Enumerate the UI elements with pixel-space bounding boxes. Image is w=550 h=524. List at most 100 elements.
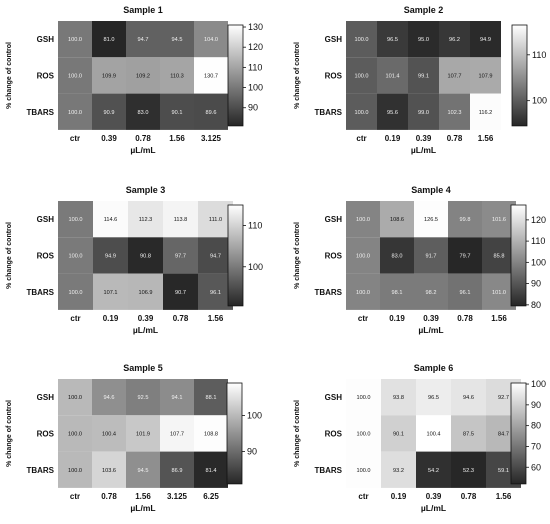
cell-value-label: 100.4 [102, 431, 116, 437]
heatmap-cell [128, 273, 163, 310]
row-label: GSH [325, 35, 343, 44]
heatmap-cell [377, 57, 408, 94]
heatmap-cell [92, 21, 126, 58]
chart-title: Sample 5 [123, 363, 163, 373]
cell-value-label: 104.0 [204, 37, 218, 43]
heatmap-cell [470, 21, 501, 58]
colorbar [510, 204, 527, 307]
column-tick-label: 0.39 [138, 314, 154, 323]
heatmap-cell [128, 201, 163, 238]
cell-value-label: 107.9 [479, 73, 493, 79]
heatmap-cell [408, 93, 439, 130]
row-label: GSH [325, 393, 343, 402]
cell-value-label: 101.9 [136, 431, 150, 437]
colorbar-tick-label: 100 [247, 410, 262, 420]
colorbar [227, 204, 244, 307]
row-label: ROS [325, 71, 343, 80]
heatmap-panel-1: Sample 1 100.0 81.0 94.7 94.5 104.0 100.0 109.9… [6, 5, 263, 155]
cell-value-label: 101.0 [492, 290, 506, 296]
cell-value-label: 96.1 [210, 290, 221, 296]
row-label: GSH [37, 215, 55, 224]
row-label: TBARS [26, 288, 54, 297]
heatmap-panel-5: Sample 5 100.0 94.6 92.5 94.1 88.1 100.0 100.4 1… [6, 363, 262, 513]
cell-value-label: 110.3 [170, 73, 184, 79]
cell-value-label: 83.0 [138, 110, 149, 116]
heatmap-cell [58, 21, 92, 58]
column-tick-label: 1.56 [478, 134, 494, 143]
heatmap-panel-2: Sample 2 100.0 96.5 95.0 96.2 94.9 100.0 101.4 9… [294, 5, 547, 155]
column-tick-label: 1.56 [208, 314, 224, 323]
colorbar-tick-label: 110 [248, 62, 262, 72]
colorbar-tick-label: 60 [531, 462, 541, 472]
column-tick-label: 1.56 [169, 134, 185, 143]
heatmap-cell [448, 237, 482, 274]
heatmap-cell [126, 415, 160, 452]
cell-value-label: 126.5 [424, 217, 438, 223]
heatmap-cell [414, 237, 448, 274]
column-tick-label: ctr [358, 492, 368, 501]
cell-value-label: 111.0 [209, 217, 222, 223]
cell-value-label: 112.3 [139, 217, 153, 223]
heatmap-cell [58, 237, 93, 274]
heatmap-cell [380, 237, 414, 274]
cell-value-label: 100.0 [68, 431, 82, 437]
row-label: ROS [325, 251, 343, 260]
heatmap-cell [346, 201, 380, 238]
cell-value-label: 98.2 [426, 290, 437, 296]
heatmap-cell [128, 237, 163, 274]
heatmap-cell [414, 201, 448, 238]
cell-value-label: 96.5 [428, 395, 439, 401]
row-label: TBARS [26, 108, 54, 117]
cell-value-label: 100.0 [69, 253, 83, 259]
heatmap-cell [451, 379, 486, 416]
cell-value-label: 108.6 [390, 217, 404, 223]
cell-value-label: 113.8 [174, 217, 188, 223]
cell-value-label: 100.0 [355, 37, 369, 43]
cell-value-label: 81.4 [206, 468, 217, 474]
cell-value-label: 100.0 [68, 110, 82, 116]
column-tick-label: 0.19 [391, 492, 407, 501]
heatmap-cell [381, 415, 416, 452]
heatmap-cell [439, 93, 470, 130]
colorbar-tick-label: 70 [531, 441, 541, 451]
colorbar-tick-label: 100 [531, 257, 546, 267]
x-axis-label: µL/mL [130, 503, 155, 513]
cell-value-label: 100.0 [356, 217, 370, 223]
heatmap-cell [160, 57, 194, 94]
heatmap-cell [58, 273, 93, 310]
heatmap-cell [416, 415, 451, 452]
heatmap-cell [126, 93, 160, 130]
colorbar-tick-label: 110 [532, 50, 546, 60]
heatmap-cell [58, 201, 93, 238]
chart-title: Sample 2 [404, 5, 444, 15]
heatmap-cell [160, 21, 194, 58]
cell-value-label: 101.6 [492, 217, 506, 223]
heatmap-cell [160, 379, 194, 416]
heatmap-cell [381, 379, 416, 416]
column-tick-label: 6.25 [203, 492, 219, 501]
cell-value-label: 93.2 [393, 468, 404, 474]
column-tick-label: 0.19 [389, 314, 405, 323]
colorbar [510, 382, 527, 485]
row-label: GSH [37, 393, 55, 402]
cell-value-label: 95.6 [387, 110, 398, 116]
heatmap-cell [439, 57, 470, 94]
cell-value-label: 94.6 [104, 395, 115, 401]
column-tick-label: 3.125 [201, 134, 222, 143]
cell-value-label: 100.0 [355, 110, 369, 116]
chart-title: Sample 6 [414, 363, 454, 373]
heatmap-cell [58, 415, 92, 452]
cell-value-label: 94.9 [480, 37, 491, 43]
cell-value-label: 94.5 [138, 468, 149, 474]
cell-value-label: 83.0 [392, 253, 403, 259]
heatmap-cell [482, 201, 516, 238]
cell-value-label: 116.2 [479, 110, 493, 116]
cell-value-label: 96.1 [460, 290, 471, 296]
cell-value-label: 100.0 [356, 290, 370, 296]
heatmap-cell [58, 93, 92, 130]
cell-value-label: 94.1 [172, 395, 183, 401]
column-tick-label: 0.39 [416, 134, 432, 143]
heatmap-cell [482, 237, 516, 274]
colorbar-tick-label: 100 [248, 262, 263, 272]
